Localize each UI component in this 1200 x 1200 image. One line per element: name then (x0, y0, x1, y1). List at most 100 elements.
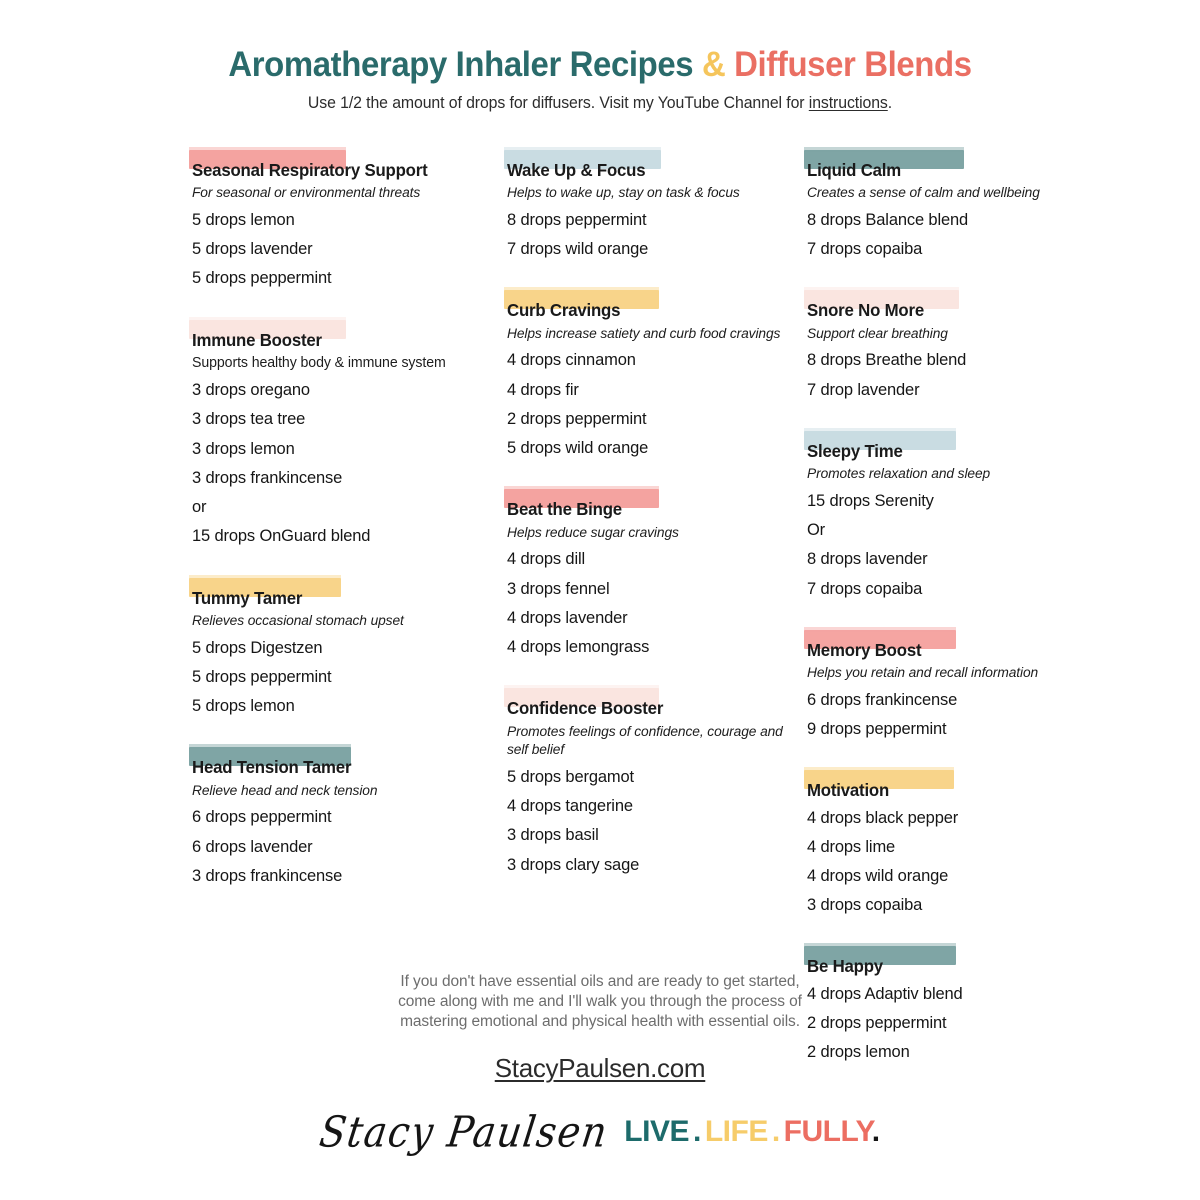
column-3: Liquid Calm Creates a sense of calm and w… (804, 147, 1097, 1093)
recipe-highlight-bar (189, 316, 346, 339)
recipe-ingredient: 3 drops lemon (192, 438, 295, 458)
recipe-ingredient-list: 5 drops lemon 5 drops lavender 5 drops pep… (192, 205, 492, 293)
recipe-card: Seasonal Respiratory Support For seasonal… (189, 147, 492, 293)
recipe-ingredient: 3 drops clary sage (507, 854, 640, 874)
recipe-ingredient: 3 drops frankincense (192, 467, 343, 487)
recipe-ingredient-list: 8 drops Breathe blend 7 drop lavender (807, 345, 1097, 403)
recipe-name: Wake Up & Focus (507, 160, 646, 180)
recipe-description: Support clear breathing (807, 325, 948, 342)
recipe-ingredient: 4 drops fir (507, 379, 579, 399)
recipe-card: Tummy Tamer Relieves occasional stomach u… (189, 574, 492, 721)
recipe-highlight-bar (189, 147, 346, 169)
page-header: Aromatherapy Inhaler Recipes & Diffuser … (0, 0, 1200, 113)
recipe-description: Relieves occasional stomach upset (192, 612, 404, 629)
recipe-ingredient-list: 4 drops cinnamon 4 drops fir 2 drops peppe… (507, 345, 797, 462)
recipe-ingredient: 4 drops lime (807, 836, 896, 856)
recipe-description: Helps reduce sugar cravings (507, 524, 679, 541)
recipe-name: Beat the Binge (507, 499, 622, 520)
recipe-highlight-bar (504, 486, 659, 509)
tagline-dot-2: . (771, 1115, 780, 1148)
recipe-ingredient: 2 drops peppermint (507, 408, 647, 428)
tagline-dot-1: . (692, 1115, 701, 1148)
recipe-ingredient: 15 drops Serenity (807, 490, 934, 510)
recipe-ingredient: 5 drops bergamot (507, 767, 634, 787)
recipe-description: Helps increase satiety and curb food cra… (507, 325, 781, 342)
recipe-name: Seasonal Respiratory Support (192, 160, 428, 180)
recipe-ingredient: 3 drops frankincense (192, 865, 343, 885)
recipe-description: Helps you retain and recall information (807, 665, 1039, 682)
recipe-ingredient: 6 drops lavender (192, 836, 313, 856)
recipe-ingredient: 3 drops basil (507, 825, 599, 845)
tagline-fully: FULLY (783, 1115, 873, 1148)
recipe-ingredient: 5 drops lavender (192, 239, 313, 259)
recipe-card: Memory Boost Helps you retain and recall … (804, 626, 1097, 743)
website-link[interactable]: StacyPaulsen.com (494, 1053, 706, 1084)
recipe-ingredient: 4 drops dill (507, 549, 586, 569)
recipe-ingredient: 4 drops cinnamon (507, 350, 636, 370)
recipe-ingredient: 8 drops lavender (807, 549, 928, 569)
column-2: Wake Up & Focus Helps to wake up, stay on… (504, 147, 797, 1093)
recipe-name: Be Happy (807, 956, 883, 977)
recipe-ingredient: 4 drops lemongrass (507, 637, 650, 657)
recipe-highlight-bar (189, 744, 351, 767)
recipe-description: Relieve head and neck tension (192, 782, 378, 799)
recipe-card: Sleepy Time Promotes relaxation and sleep… (804, 427, 1097, 603)
recipe-ingredient-list: 15 drops Serenity Or 8 drops lavender 7 dro… (807, 486, 1097, 603)
recipe-card: Confidence Booster Promotes feelings of c… (504, 685, 797, 879)
recipe-ingredient: 4 drops lavender (507, 607, 628, 627)
recipe-card: Immune Booster Supports healthy body & im… (189, 316, 492, 551)
recipe-card: Be Happy 4 drops Adaptiv blend 2 drops pep… (804, 943, 1097, 1066)
recipe-ingredient: 3 drops tea tree (192, 409, 306, 429)
recipe-ingredient: 5 drops peppermint (192, 268, 332, 288)
recipe-card: Wake Up & Focus Helps to wake up, stay on… (504, 147, 797, 263)
subtitle-text-after: . (887, 93, 893, 112)
recipe-description: Supports healthy body & immune system (192, 354, 446, 371)
tagline-dot-3: . (871, 1115, 880, 1148)
recipe-highlight-bar (804, 626, 956, 649)
recipe-ingredient-list: 8 drops Balance blend 7 drops copaiba (807, 205, 1097, 263)
recipe-name: Snore No More (807, 300, 924, 321)
recipe-description: For seasonal or environmental threats (192, 185, 421, 202)
recipe-card: Liquid Calm Creates a sense of calm and w… (804, 147, 1097, 263)
recipe-card: Head Tension Tamer Relieve head and neck … (189, 744, 492, 890)
recipe-description: Helps to wake up, stay on task & focus (507, 185, 740, 202)
recipe-ingredient-list: 5 drops Digestzen 5 drops peppermint 5 dro… (192, 633, 492, 721)
recipe-ingredient: 2 drops lemon (807, 1042, 910, 1062)
logo-tagline: LIVE. LIFE. FULLY. (624, 1115, 880, 1149)
recipe-ingredient: 8 drops peppermint (507, 209, 647, 229)
recipe-description: Creates a sense of calm and wellbeing (807, 185, 1040, 202)
recipe-ingredient: 4 drops wild orange (807, 866, 949, 885)
recipe-ingredient: 3 drops copaiba (807, 895, 923, 915)
recipe-name: Confidence Booster (507, 698, 664, 719)
recipe-ingredient-list: 8 drops peppermint 7 drops wild orange (507, 205, 797, 263)
recipe-highlight-bar (804, 147, 964, 169)
recipe-ingredient-list: 6 drops frankincense 9 drops peppermint (807, 685, 1097, 743)
recipe-ingredient: 2 drops peppermint (807, 1012, 947, 1032)
instructions-link[interactable]: instructions (808, 93, 888, 112)
page-subtitle: Use 1/2 the amount of drops for diffuser… (24, 94, 1176, 113)
recipe-ingredient: 7 drops copaiba (807, 578, 923, 598)
logo-signature: Stacy Paulsen (316, 1107, 612, 1157)
recipe-highlight-bar (804, 767, 954, 790)
tagline-live: LIVE (624, 1115, 689, 1148)
recipe-ingredient: 9 drops peppermint (807, 719, 947, 739)
tagline-life: LIFE (704, 1115, 769, 1148)
recipe-card: Curb Cravings Helps increase satiety and … (504, 287, 797, 462)
recipe-card: Beat the Binge Helps reduce sugar craving… (504, 486, 797, 661)
recipe-ingredient: 4 drops tangerine (507, 796, 633, 816)
recipe-ingredient: 5 drops wild orange (507, 438, 649, 458)
footer-note-line-2: come along with me and I'll walk you thr… (398, 992, 802, 1010)
recipe-card: Motivation 4 drops black pepper 4 drops li… (804, 767, 1097, 919)
recipe-name: Tummy Tamer (192, 587, 303, 608)
recipe-name: Curb Cravings (507, 300, 621, 321)
recipe-name: Motivation (807, 780, 890, 801)
footer-note: If you don't have essential oils and are… (0, 972, 1200, 1031)
recipe-ingredient: 15 drops OnGuard blend (192, 526, 371, 546)
recipe-ingredient: 5 drops Digestzen (192, 637, 323, 657)
recipe-name: Memory Boost (807, 639, 922, 660)
recipe-ingredient: 3 drops oregano (192, 380, 310, 400)
recipe-highlight-bar (804, 427, 956, 450)
recipe-ingredient: 4 drops Adaptiv blend (807, 983, 963, 1003)
recipe-ingredient-list: 5 drops bergamot 4 drops tangerine 3 drops… (507, 762, 797, 879)
title-ampersand: & (701, 45, 735, 84)
